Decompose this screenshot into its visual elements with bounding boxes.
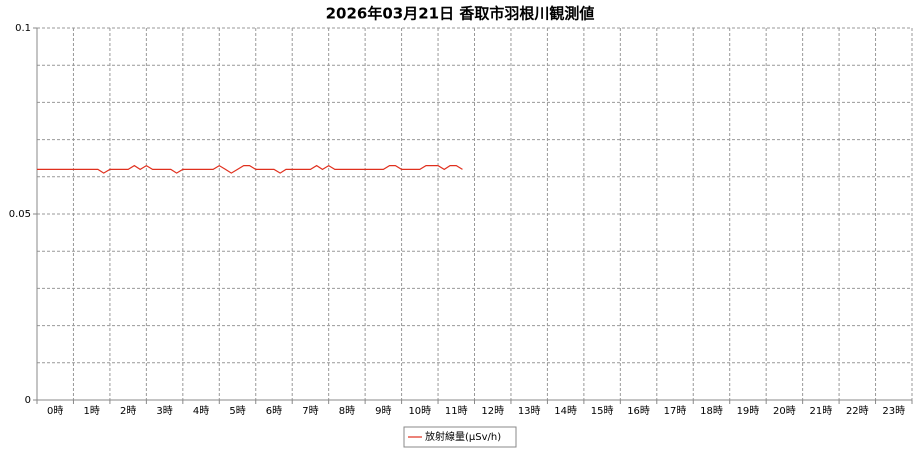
data-line <box>37 164 463 174</box>
legend-label: 放射線量(μSv/h) <box>425 430 501 443</box>
chart-title: 2026年03月21日 香取市羽根川観測値 <box>326 5 595 23</box>
x-tick-label: 5時 <box>229 405 245 417</box>
x-tick-label: 6時 <box>266 405 282 417</box>
x-tick-label: 11時 <box>445 405 468 417</box>
x-tick-label: 23時 <box>882 405 905 417</box>
y-tick-label: 0 <box>25 395 31 406</box>
x-tick-label: 19時 <box>737 405 760 417</box>
x-tick-label: 10時 <box>408 405 431 417</box>
x-tick-label: 7時 <box>302 405 318 417</box>
y-tick-label: 0.1 <box>15 23 31 34</box>
x-tick-label: 17時 <box>664 405 687 417</box>
x-tick-label: 20時 <box>773 405 796 417</box>
x-tick-label: 1時 <box>84 405 100 417</box>
x-tick-label: 3時 <box>156 405 172 417</box>
x-tick-label: 9時 <box>375 405 391 417</box>
legend-box <box>403 426 517 448</box>
x-tick-label: 2時 <box>120 405 136 417</box>
x-tick-label: 21時 <box>809 405 832 417</box>
x-tick-label: 14時 <box>554 405 577 417</box>
x-tick-label: 16時 <box>627 405 650 417</box>
x-tick-label: 8時 <box>339 405 355 417</box>
x-tick-label: 18時 <box>700 405 723 417</box>
x-tick-label: 12時 <box>481 405 504 417</box>
y-tick-label: 0.05 <box>9 209 31 220</box>
x-tick-label: 0時 <box>47 405 63 417</box>
x-tick-label: 13時 <box>518 405 541 417</box>
x-tick-label: 4時 <box>193 405 209 417</box>
x-tick-label: 22時 <box>846 405 869 417</box>
x-tick-label: 15時 <box>591 405 614 417</box>
